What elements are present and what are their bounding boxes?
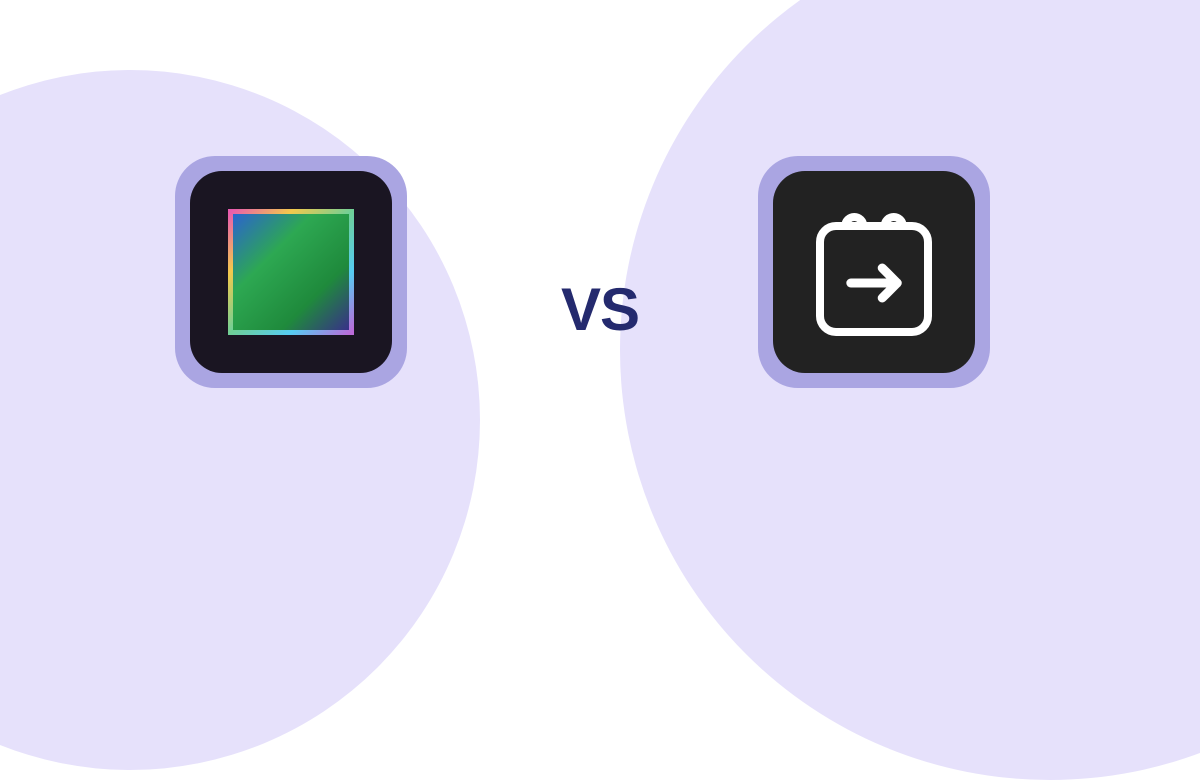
app-tile-left-inner <box>190 171 392 373</box>
notepad-arrow-icon <box>816 208 932 336</box>
app-tile-right-outer <box>758 156 990 388</box>
grid-icon <box>228 209 354 335</box>
app-tile-left <box>175 156 407 388</box>
vs-label: VS <box>561 275 639 344</box>
app-tile-right-inner <box>773 171 975 373</box>
app-tile-left-outer <box>175 156 407 388</box>
app-tile-right <box>758 156 990 388</box>
background-circle-right <box>620 0 1200 780</box>
